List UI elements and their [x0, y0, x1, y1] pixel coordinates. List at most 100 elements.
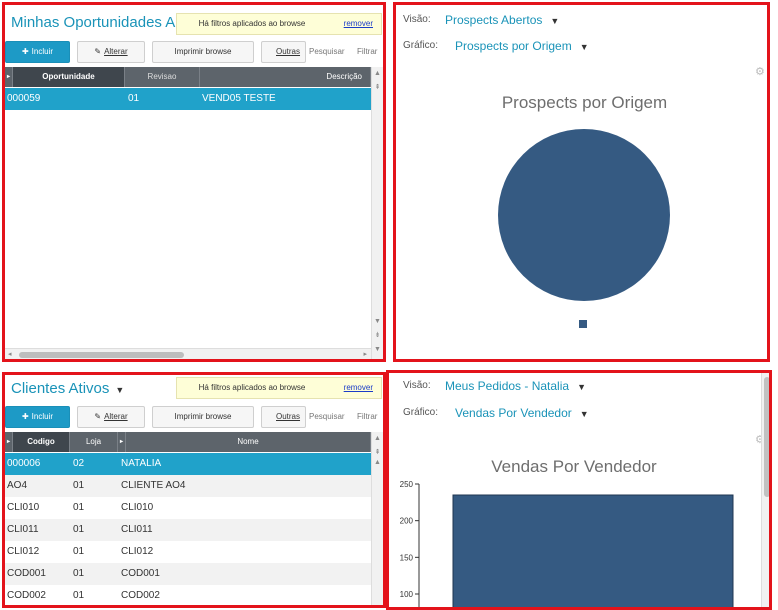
- imprimir-browse-button[interactable]: Imprimir browse: [152, 41, 254, 63]
- legend-marker[interactable]: [579, 320, 587, 328]
- chart-title: Prospects por Origem: [501, 93, 668, 112]
- scroll-up-icon[interactable]: ▲: [374, 459, 381, 466]
- table-cell: CLI011: [121, 524, 153, 535]
- plus-icon: ✚: [21, 412, 29, 421]
- page-scrollbar[interactable]: [761, 373, 769, 607]
- filter-text: Há filtros aplicados ao browse: [198, 19, 306, 28]
- alterar-button[interactable]: ✎ Alterar: [77, 41, 145, 63]
- filter-notice: Há filtros aplicados ao browse remover: [176, 13, 382, 35]
- scroll-up-icon[interactable]: ▲: [374, 70, 381, 77]
- table-row[interactable]: 000059 01 VEND05 TESTE: [5, 88, 371, 110]
- scroll-left-icon[interactable]: ◂: [8, 351, 12, 358]
- chevron-down-icon: ▼: [550, 16, 560, 26]
- table-row[interactable]: CLI011 01 CLI011: [5, 519, 371, 541]
- column-nome[interactable]: Nome: [126, 432, 371, 452]
- remove-filter-link[interactable]: remover: [343, 383, 373, 392]
- y-tick-label: 100: [400, 590, 414, 599]
- table-cell: COD001: [121, 568, 160, 579]
- visao-label: Visão:: [403, 380, 431, 391]
- oportunidades-panel: Minhas Oportunidades Aber Há filtros apl…: [2, 2, 386, 362]
- incluir-button[interactable]: ✚ Incluir: [5, 406, 70, 428]
- table-cell: 000006: [7, 458, 41, 469]
- table-cell: NATALIA: [121, 458, 162, 469]
- visao-label: Visão:: [403, 14, 431, 25]
- table-row[interactable]: CLI012 01 CLI012: [5, 541, 371, 563]
- imprimir-browse-button[interactable]: Imprimir browse: [152, 406, 254, 428]
- table-cell: CLI010: [121, 502, 154, 513]
- table-row[interactable]: CLI010 01 CLI010: [5, 497, 371, 519]
- y-tick-label: 250: [400, 480, 414, 489]
- clientes-title[interactable]: Clientes Ativos ▼: [11, 380, 125, 397]
- scroll-end-icon[interactable]: ▼: [374, 346, 381, 353]
- table-row[interactable]: COD001 01 COD001: [5, 563, 371, 585]
- table-cell: CLI012: [7, 546, 40, 557]
- table-cell: COD002: [121, 590, 160, 601]
- y-tick-label: 150: [400, 553, 414, 562]
- table-row[interactable]: 000006 02 NATALIA: [5, 453, 371, 475]
- visao-select[interactable]: Meus Pedidos - Natalia ▼: [445, 379, 586, 393]
- filtrar-link[interactable]: Filtrar: [357, 412, 378, 421]
- scroll-top-icon[interactable]: ⇞: [374, 84, 381, 91]
- pencil-icon: ✎: [94, 47, 102, 56]
- table-cell: 01: [73, 480, 85, 491]
- scroll-up-icon[interactable]: ▲: [374, 435, 381, 442]
- column-descricao[interactable]: Descrição: [200, 67, 371, 87]
- table-cell: 01: [73, 502, 85, 513]
- plus-icon: ✚: [21, 47, 29, 56]
- pesquisar-link[interactable]: Pesquisar: [309, 47, 345, 56]
- pencil-icon: ✎: [94, 412, 102, 421]
- table-row[interactable]: COD002 01 COD002: [5, 585, 371, 605]
- prospects-chart-panel: Visão: Prospects Abertos ▼ Gráfico: Prosp…: [393, 2, 770, 362]
- oportunidades-title: Minhas Oportunidades Aber: [11, 14, 197, 31]
- table-cell: 02: [73, 458, 85, 469]
- filter-text: Há filtros aplicados ao browse: [198, 383, 306, 392]
- table-cell: COD002: [7, 590, 46, 601]
- horizontal-scrollbar[interactable]: ◂ ▸: [5, 348, 371, 359]
- chart-title: Vendas Por Vendedor: [491, 457, 657, 476]
- remove-filter-link[interactable]: remover: [343, 19, 373, 28]
- vertical-scrollbar[interactable]: ▲ ⇞ ▲: [371, 432, 383, 605]
- pie-slice[interactable]: [498, 129, 670, 301]
- table-cell: AO4: [7, 480, 28, 491]
- grafico-select[interactable]: Prospects por Origem ▼: [455, 39, 589, 53]
- scroll-thumb[interactable]: [19, 352, 184, 358]
- column-menu-icon[interactable]: ▸: [5, 67, 13, 87]
- outras-acoes-button[interactable]: Outras: [261, 41, 306, 63]
- column-menu-icon[interactable]: ▸: [5, 432, 13, 452]
- grafico-select[interactable]: Vendas Por Vendedor ▼: [455, 406, 589, 420]
- incluir-button[interactable]: ✚ Incluir: [5, 41, 70, 63]
- clientes-panel: Clientes Ativos ▼ Há filtros aplicados ao…: [2, 372, 386, 608]
- pedidos-chart-panel: Visão: Meus Pedidos - Natalia ▼ Gráfico: …: [386, 370, 772, 610]
- pie-chart: [498, 129, 670, 328]
- vertical-scrollbar[interactable]: ▲ ⇞ ▼ ⇟ ▼: [371, 67, 383, 359]
- scroll-thumb[interactable]: [764, 377, 769, 497]
- bar[interactable]: [452, 494, 734, 610]
- column-codigo[interactable]: Codigo: [13, 432, 70, 452]
- gear-icon[interactable]: ⚙: [755, 66, 765, 78]
- table-header: ▸ Oportunidade Revisao Descrição: [5, 67, 371, 87]
- column-revisao[interactable]: Revisao: [125, 67, 200, 87]
- table-cell: CLI010: [7, 502, 40, 513]
- column-oportunidade[interactable]: Oportunidade: [13, 67, 125, 87]
- gear-icon[interactable]: ⚙: [755, 434, 765, 446]
- filtrar-link[interactable]: Filtrar: [357, 47, 378, 56]
- column-loja[interactable]: Loja: [70, 432, 118, 452]
- chevron-down-icon: ▼: [577, 382, 586, 392]
- column-menu-icon[interactable]: ▸: [118, 432, 126, 452]
- outras-acoes-button[interactable]: Outras: [261, 406, 306, 428]
- scroll-right-icon[interactable]: ▸: [363, 351, 367, 358]
- table-row[interactable]: AO4 01 CLIENTE AO4: [5, 475, 371, 497]
- grafico-label: Gráfico:: [403, 407, 439, 418]
- table-cell: CLIENTE AO4: [121, 480, 186, 491]
- scroll-bottom-icon[interactable]: ⇟: [374, 332, 381, 339]
- table-cell: 01: [73, 546, 85, 557]
- scroll-top-icon[interactable]: ⇞: [374, 449, 381, 456]
- visao-select[interactable]: Prospects Abertos ▼: [445, 13, 560, 27]
- y-tick-label: 200: [400, 517, 414, 526]
- scroll-down-icon[interactable]: ▼: [374, 318, 381, 325]
- pesquisar-link[interactable]: Pesquisar: [309, 412, 345, 421]
- alterar-button[interactable]: ✎ Alterar: [77, 406, 145, 428]
- chevron-down-icon: ▼: [115, 385, 125, 395]
- grafico-label: Gráfico:: [403, 40, 439, 51]
- table-cell: CLI012: [121, 546, 154, 557]
